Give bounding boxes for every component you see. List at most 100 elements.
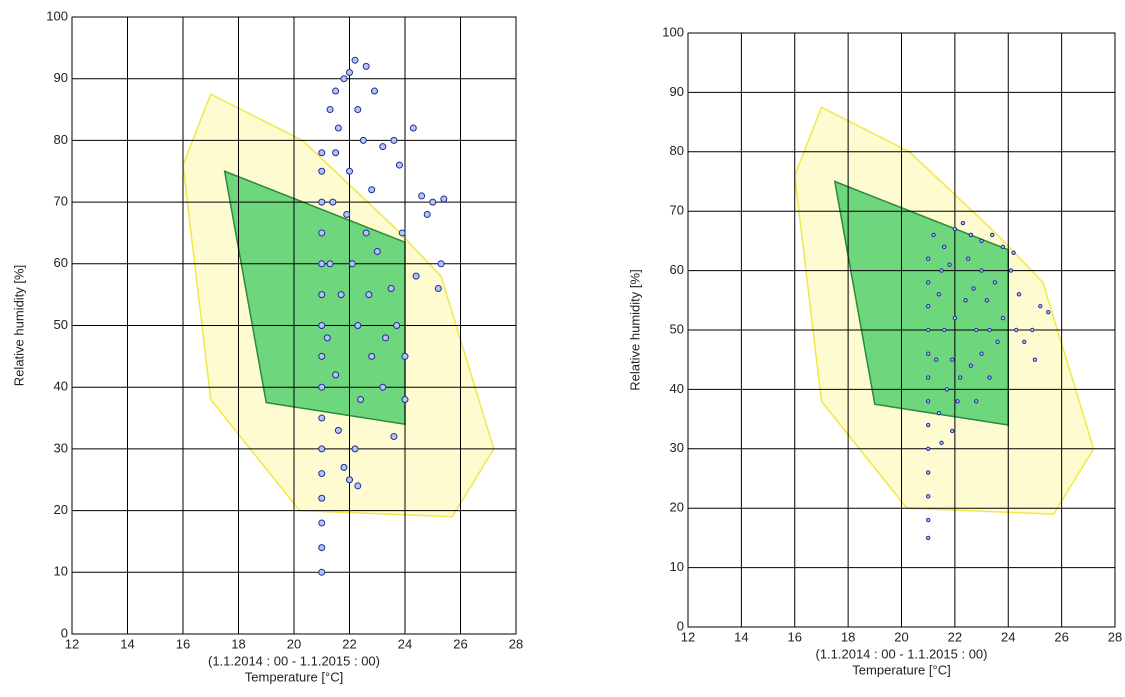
data-point: [936, 410, 942, 416]
data-point: [925, 422, 931, 428]
data-point: [373, 247, 381, 255]
data-point: [936, 292, 942, 297]
data-point: [346, 167, 353, 175]
data-point: [318, 167, 326, 175]
data-point: [387, 284, 395, 292]
data-point: [979, 268, 984, 273]
y-tick-label: 40: [54, 379, 68, 394]
data-point: [332, 371, 340, 379]
y-tick-label: 50: [54, 317, 68, 332]
data-point: [418, 192, 426, 200]
data-point: [987, 375, 992, 380]
data-point: [318, 352, 326, 360]
x-axis-note: (1.1.2014 : 00 - 1.1.2015 : 00): [815, 646, 987, 661]
data-point: [955, 399, 960, 404]
x-axis-label: Temperature [°C]: [852, 662, 950, 677]
y-tick-label: 30: [54, 440, 68, 455]
y-axis-label: Relative humidity [%]: [627, 269, 642, 390]
data-point: [318, 414, 326, 422]
y-tick-label: 80: [54, 132, 68, 147]
data-point: [334, 426, 342, 434]
y-tick-label: 30: [670, 440, 684, 455]
data-point: [925, 535, 931, 541]
data-point: [925, 375, 931, 380]
data-point: [1011, 250, 1016, 255]
data-point: [398, 229, 406, 237]
data-point: [925, 256, 931, 261]
y-tick-label: 20: [670, 500, 684, 515]
data-point: [368, 352, 376, 360]
x-tick-label: 26: [1054, 629, 1068, 644]
data-point: [925, 494, 931, 499]
data-point: [393, 322, 401, 329]
data-point: [334, 124, 342, 132]
data-point: [974, 399, 979, 404]
data-point: [958, 375, 963, 380]
y-tick-label: 0: [61, 625, 68, 640]
data-point: [933, 357, 939, 362]
x-tick-label: 12: [65, 636, 79, 651]
data-point: [318, 229, 326, 237]
y-tick-label: 10: [670, 559, 684, 574]
data-point: [332, 87, 340, 95]
data-point: [346, 69, 353, 77]
x-tick-label: 28: [509, 636, 523, 651]
data-point: [326, 106, 334, 114]
y-tick-label: 90: [54, 70, 68, 85]
x-tick-label: 28: [1108, 629, 1122, 644]
data-point: [357, 396, 365, 404]
data-point: [944, 387, 950, 392]
data-point: [966, 256, 971, 261]
data-point: [440, 195, 448, 203]
data-point: [1008, 268, 1014, 273]
data-point: [1016, 292, 1022, 297]
data-point: [925, 399, 931, 404]
data-point: [979, 351, 984, 356]
data-point: [318, 445, 326, 453]
data-point: [390, 136, 398, 144]
x-tick-label: 22: [342, 636, 356, 651]
data-point: [925, 517, 931, 523]
x-tick-label: 16: [788, 629, 802, 644]
data-point: [429, 198, 437, 206]
data-point: [947, 262, 952, 267]
data-point: [351, 445, 359, 453]
data-point: [950, 428, 955, 434]
data-point: [1030, 327, 1035, 333]
data-point: [423, 210, 431, 218]
data-point: [318, 383, 326, 391]
data-point: [931, 232, 936, 238]
data-point: [990, 232, 995, 238]
data-point: [318, 149, 326, 157]
data-point: [346, 476, 353, 484]
data-point: [318, 519, 326, 527]
x-tick-label: 18: [841, 629, 855, 644]
data-point: [348, 260, 356, 268]
data-point: [952, 226, 958, 232]
x-axis-note: (1.1.2014 : 00 - 1.1.2015 : 00): [208, 653, 380, 668]
data-point: [354, 482, 362, 490]
data-point: [939, 268, 944, 273]
data-point: [401, 352, 409, 360]
y-tick-label: 10: [54, 564, 68, 579]
data-point: [1014, 327, 1019, 333]
data-point: [318, 291, 326, 299]
data-point: [395, 161, 403, 169]
data-point: [925, 470, 931, 475]
y-tick-label: 0: [677, 618, 684, 633]
data-point: [337, 291, 345, 299]
data-point: [370, 87, 378, 95]
data-point: [925, 280, 931, 285]
data-point: [1000, 244, 1006, 250]
data-point: [318, 544, 326, 552]
x-tick-label: 18: [231, 636, 245, 651]
data-point: [382, 334, 390, 342]
data-point: [351, 56, 359, 64]
data-point: [925, 327, 931, 333]
y-tick-label: 100: [46, 8, 68, 23]
data-point: [365, 291, 373, 299]
data-point: [1022, 339, 1027, 345]
data-point: [968, 232, 974, 238]
data-point: [340, 463, 348, 471]
